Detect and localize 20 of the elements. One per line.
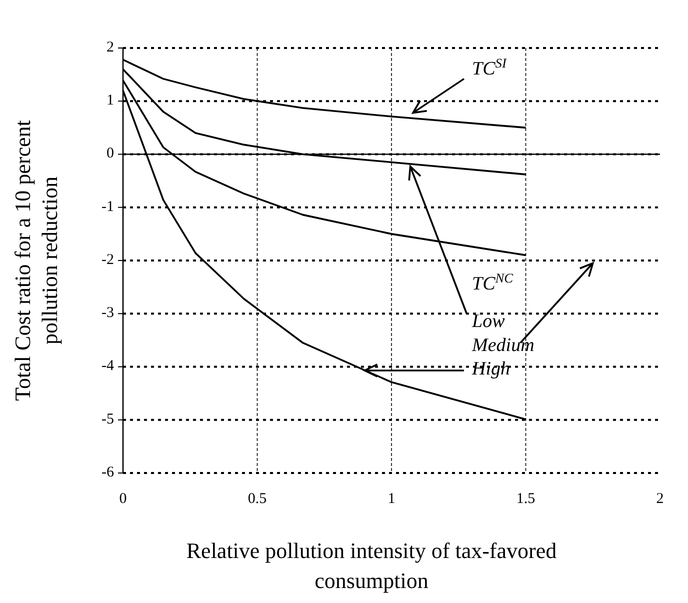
x-tick-label: 1.5 (516, 491, 536, 507)
x-tick-label: 2 (656, 491, 664, 507)
y-tick-label: 0 (106, 146, 114, 162)
y-tick-label: 2 (106, 39, 114, 56)
y-axis-title: Total Cost ratio for a 10 percent pollution reduction (10, 120, 62, 401)
annotation: Low (471, 310, 506, 332)
y-tick-label: 1 (106, 92, 114, 109)
y-tick-label: -2 (102, 252, 114, 268)
y-tick-label: -3 (102, 305, 114, 322)
y-tick-label: -6 (102, 464, 114, 480)
x-tick-label: 1 (388, 491, 396, 507)
y-tick-label: -5 (102, 411, 114, 428)
y-tick-label: -1 (102, 198, 114, 215)
annotation: TC$^{NC}$ (472, 270, 514, 295)
x-tick-label: 0 (119, 491, 127, 507)
y-tick-label: -4 (102, 358, 114, 374)
annotation: TC$^{SI}$ (472, 55, 507, 80)
x-axis-title: Relative pollution intensity of tax-favored consumption (186, 538, 557, 593)
annotation: Medium (471, 334, 534, 356)
x-tick-label: 0.5 (248, 491, 267, 507)
